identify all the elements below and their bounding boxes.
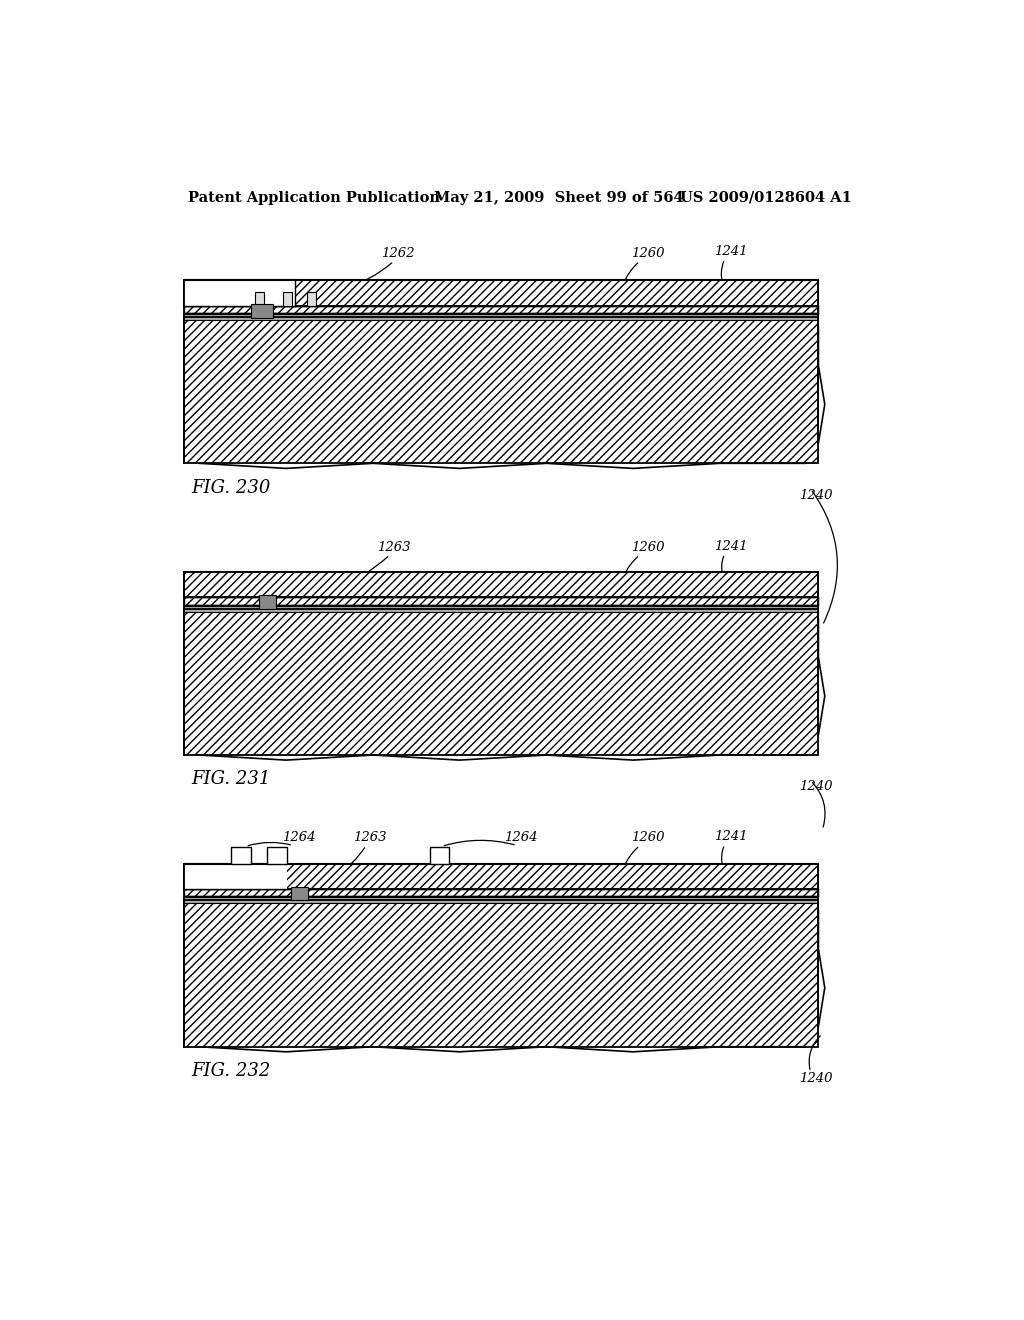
Bar: [183, 863, 287, 890]
Text: 1240: 1240: [799, 488, 833, 502]
Bar: [430, 846, 450, 863]
Text: 1262: 1262: [381, 247, 415, 260]
Text: FIG. 230: FIG. 230: [191, 479, 271, 496]
Text: 1241: 1241: [715, 540, 748, 553]
Text: May 21, 2009  Sheet 99 of 564: May 21, 2009 Sheet 99 of 564: [433, 191, 683, 205]
Bar: [183, 598, 818, 605]
Bar: [183, 890, 818, 896]
Bar: [259, 595, 276, 609]
Text: FIG. 231: FIG. 231: [191, 770, 271, 788]
Text: 1240: 1240: [799, 780, 833, 793]
Bar: [183, 572, 818, 598]
Text: 1240: 1240: [799, 1072, 833, 1085]
Bar: [183, 606, 818, 611]
Bar: [267, 846, 287, 863]
Bar: [183, 314, 818, 319]
Text: Patent Application Publication: Patent Application Publication: [187, 191, 439, 205]
Text: 1264: 1264: [504, 832, 538, 845]
Text: FIG. 232: FIG. 232: [191, 1063, 271, 1080]
Text: 1264: 1264: [282, 832, 315, 845]
Text: 1241: 1241: [715, 246, 748, 257]
Bar: [183, 898, 818, 903]
Bar: [231, 846, 251, 863]
Bar: [283, 292, 292, 306]
Bar: [183, 280, 295, 306]
Bar: [183, 863, 818, 890]
Text: 1260: 1260: [631, 247, 665, 260]
Bar: [291, 887, 308, 900]
Bar: [255, 292, 264, 306]
Bar: [183, 900, 818, 1047]
Bar: [183, 280, 818, 306]
Bar: [183, 317, 818, 463]
Bar: [183, 306, 818, 313]
Bar: [251, 304, 273, 318]
Text: US 2009/0128604 A1: US 2009/0128604 A1: [680, 191, 851, 205]
Text: 1260: 1260: [631, 541, 665, 554]
Text: 1260: 1260: [631, 832, 665, 845]
Bar: [306, 292, 316, 306]
Text: 1263: 1263: [353, 832, 387, 845]
Text: 1263: 1263: [377, 541, 411, 554]
Bar: [183, 609, 818, 755]
Text: 1241: 1241: [715, 830, 748, 843]
